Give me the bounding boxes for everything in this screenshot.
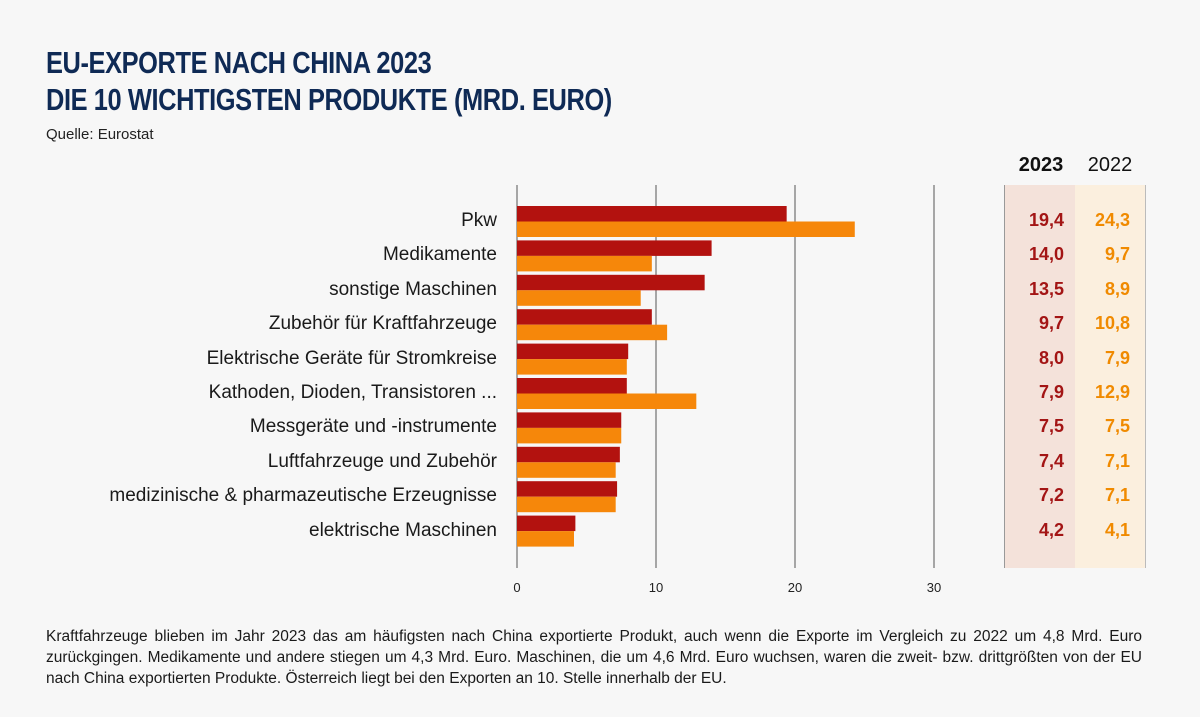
bar-2023 <box>517 343 629 360</box>
title-line-1: EU-EXPORTE NACH CHINA 2023 <box>46 45 432 80</box>
value-2022: 24,3 <box>1094 210 1130 230</box>
value-2022: 9,7 <box>1104 244 1130 265</box>
bar-2023 <box>517 274 705 291</box>
bar-2023 <box>517 378 627 394</box>
value-2023: 13,5 <box>1028 278 1064 299</box>
value-2023: 4,2 <box>1038 519 1064 540</box>
chart-title: EU-EXPORTE NACH CHINA 2023 DIE 10 WICHTI… <box>46 44 612 118</box>
value-2022: 4,1 <box>1104 519 1130 540</box>
bar-2023 <box>517 446 620 463</box>
column-header-2022: 2022 <box>1087 154 1133 176</box>
category-label: medizinische & pharmazeutische Erzeugnis… <box>109 485 497 507</box>
value-2023: 19,4 <box>1028 210 1064 230</box>
category-label: Elektrische Geräte für Stromkreise <box>206 347 497 369</box>
value-2022: 12,9 <box>1094 382 1130 402</box>
bar-2022 <box>517 496 616 513</box>
value-2023: 14,0 <box>1028 244 1064 265</box>
category-label: Pkw <box>461 210 497 231</box>
value-2023: 7,9 <box>1038 382 1064 402</box>
value-2023: 7,5 <box>1038 416 1064 437</box>
bar-2022 <box>517 531 574 547</box>
value-2023: 9,7 <box>1038 313 1064 334</box>
bar-2022 <box>517 324 668 341</box>
value-2022: 10,8 <box>1094 313 1130 334</box>
footnote: Kraftfahrzeuge blieben im Jahr 2023 das … <box>46 628 1142 687</box>
bar-2023 <box>517 412 622 428</box>
bar-2023 <box>517 515 576 532</box>
value-2023: 7,2 <box>1038 485 1064 506</box>
x-tick-label: 10 <box>649 580 663 595</box>
category-label: Zubehör für Kraftfahrzeuge <box>268 313 497 335</box>
bar-2022 <box>517 393 697 409</box>
bar-2023 <box>517 240 712 256</box>
value-2022: 7,9 <box>1104 347 1130 368</box>
value-2022: 7,1 <box>1104 485 1130 506</box>
category-label: elektrische Maschinen <box>309 519 497 541</box>
value-2022: 7,5 <box>1104 416 1130 437</box>
value-2022: 7,1 <box>1104 450 1130 471</box>
bar-2022 <box>517 462 616 478</box>
column-header-2023: 2023 <box>1018 154 1064 176</box>
bar-2022 <box>517 221 855 237</box>
column-2023-background <box>1004 185 1076 568</box>
value-2023: 8,0 <box>1038 347 1064 368</box>
title-line-2: DIE 10 WICHTIGSTEN PRODUKTE (MRD. EURO) <box>46 82 612 117</box>
category-label: Medikamente <box>382 244 497 266</box>
bar-2022 <box>517 359 627 375</box>
x-tick-label: 0 <box>513 580 520 595</box>
category-label: sonstige Maschinen <box>329 278 497 300</box>
bar-2022 <box>517 290 641 306</box>
x-tick-label: 20 <box>788 580 802 595</box>
bar-2022 <box>517 255 652 272</box>
source-note: Quelle: Eurostat <box>46 126 154 143</box>
bar-2023 <box>517 481 618 497</box>
category-label: Messgeräte und -instrumente <box>249 416 497 438</box>
x-tick-label: 30 <box>927 580 941 595</box>
bar-2023 <box>517 309 652 325</box>
value-2023: 7,4 <box>1038 450 1064 471</box>
bar-2023 <box>517 206 787 222</box>
column-2022-background <box>1075 185 1146 568</box>
category-label: Luftfahrzeuge und Zubehör <box>267 450 497 472</box>
value-2022: 8,9 <box>1104 278 1130 299</box>
category-label: Kathoden, Dioden, Transistoren ... <box>208 382 497 403</box>
bar-2022 <box>517 427 622 444</box>
